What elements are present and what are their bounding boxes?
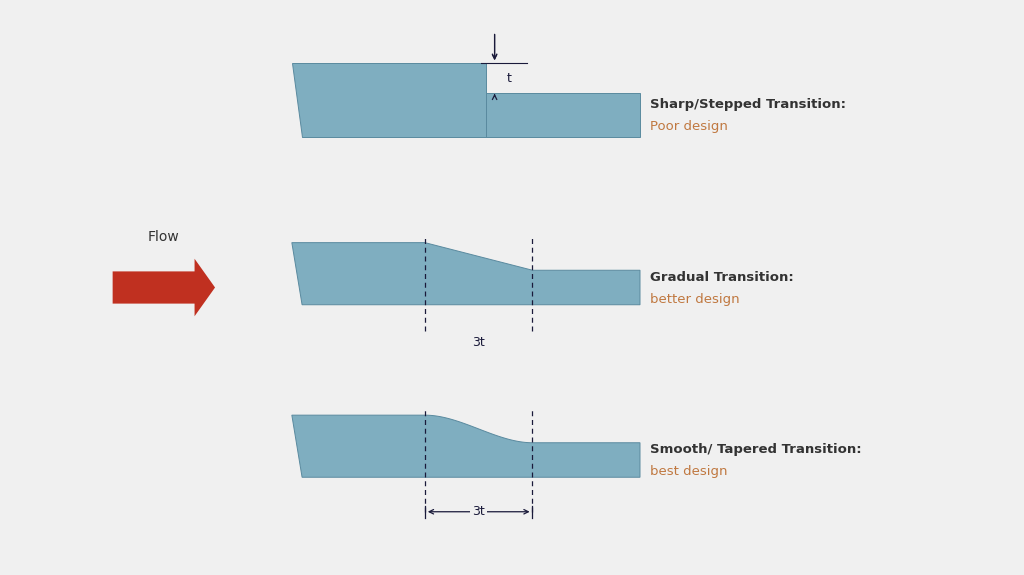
Text: Sharp/Stepped Transition:: Sharp/Stepped Transition:	[650, 98, 846, 111]
Text: Poor design: Poor design	[650, 120, 728, 133]
Text: Flow: Flow	[147, 231, 180, 244]
Polygon shape	[292, 243, 640, 305]
Polygon shape	[113, 259, 215, 316]
Text: best design: best design	[650, 465, 728, 478]
Text: 3t: 3t	[472, 505, 485, 518]
Text: Gradual Transition:: Gradual Transition:	[650, 271, 794, 283]
Text: t: t	[507, 72, 512, 85]
Text: 3t: 3t	[472, 336, 485, 350]
Polygon shape	[292, 63, 486, 137]
Text: Smooth/ Tapered Transition:: Smooth/ Tapered Transition:	[650, 443, 862, 456]
Text: better design: better design	[650, 293, 740, 305]
Polygon shape	[292, 415, 640, 477]
Polygon shape	[486, 93, 640, 137]
